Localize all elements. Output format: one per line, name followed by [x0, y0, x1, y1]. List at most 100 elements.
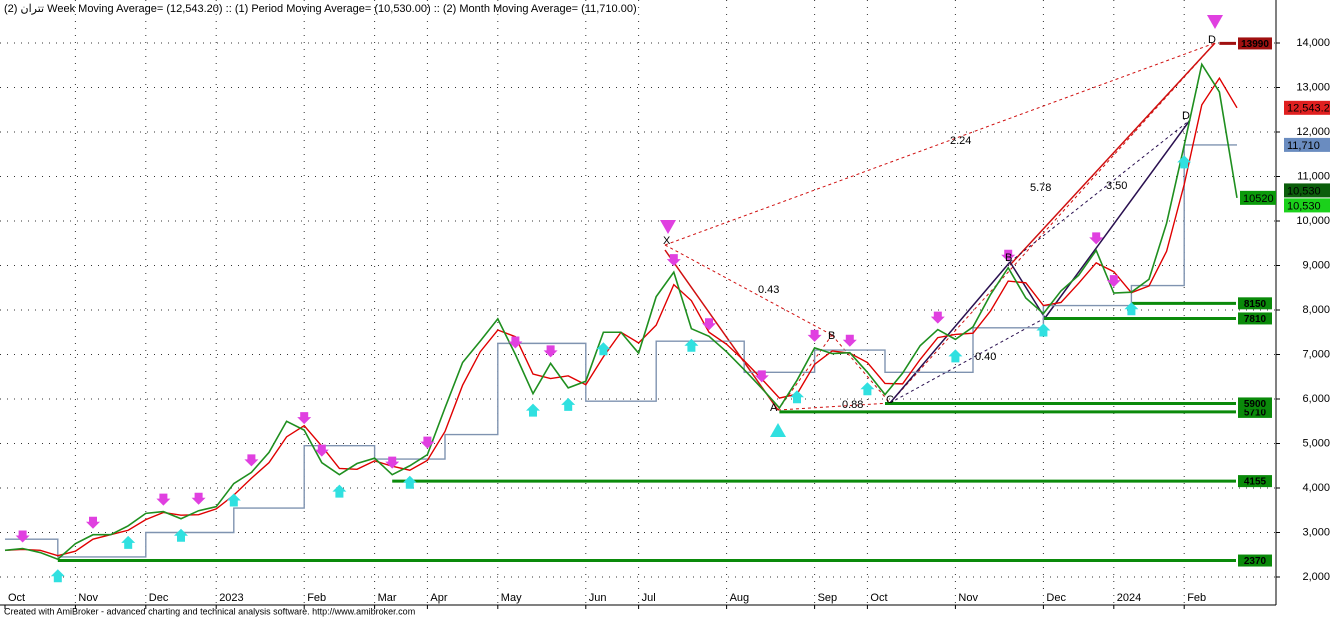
y-tick-label: 7,000: [1302, 348, 1330, 360]
sell-arrow: [508, 336, 523, 349]
price-label: 12,543.2: [1287, 103, 1330, 115]
buy-arrow: [174, 528, 188, 542]
sell-arrow: [191, 492, 206, 505]
sell-arrow: [1089, 232, 1104, 245]
header-part: (1) Period Moving Average= (10,530.00): [235, 3, 431, 15]
level-label-box: [1238, 554, 1272, 567]
buy-arrow: [121, 535, 136, 549]
annotation: D: [1208, 34, 1216, 46]
price-label-box: [1284, 198, 1330, 213]
price-label: 11,710: [1287, 140, 1320, 152]
sell-arrow: [156, 493, 171, 506]
sell-arrow: [86, 516, 100, 529]
level-label-box: [1238, 312, 1272, 325]
buy-arrow: [332, 484, 347, 498]
annotation: A: [770, 402, 778, 414]
header-part: تتران: [21, 3, 45, 15]
annotation: B: [1005, 252, 1012, 264]
price-label-box: [1284, 100, 1330, 115]
buy-arrow: [402, 475, 417, 489]
x-tick-label: Oct: [8, 592, 25, 604]
x-tick-label: 2023: [219, 592, 243, 604]
buy-arrow: [1036, 323, 1051, 337]
header-part: (2) Week Moving Average= (12,543.20): [4, 3, 223, 15]
buy-arrow: [526, 403, 540, 417]
price-label: 10520: [1243, 193, 1274, 205]
sell-arrow: [297, 412, 312, 425]
sell-arrow: [244, 454, 259, 467]
sell-arrow: [842, 334, 857, 347]
x-tick-label: Nov: [78, 592, 98, 604]
sell-arrow: [702, 318, 716, 331]
y-tick-label: 14,000: [1296, 37, 1330, 49]
sell-arrow: [420, 436, 435, 449]
sell-arrow: [543, 345, 558, 358]
x-tick-label: Jun: [589, 592, 607, 604]
sell-arrow: [754, 370, 769, 383]
month-average-line: [5, 144, 1237, 558]
y-tick-label: 5,000: [1302, 437, 1330, 449]
sell-arrow: [385, 456, 400, 469]
x-tick-label: Oct: [870, 592, 887, 604]
price-label-box: [1284, 137, 1330, 152]
x-tick-label: Aug: [730, 592, 750, 604]
buy-arrow: [561, 397, 576, 411]
header-part: (2) Month Moving Average= (11,710.00): [443, 3, 637, 15]
level-label-box: [1238, 37, 1272, 50]
annotation: X: [663, 235, 671, 247]
annotation: 2.24: [950, 135, 971, 147]
annotation: 5.78: [1030, 182, 1051, 194]
annotation: 0.40: [975, 351, 996, 363]
header: تتران (2) Week Moving Average= (12,543.2…: [4, 3, 637, 15]
y-tick-label: 10,000: [1296, 215, 1330, 227]
buy-arrow: [790, 390, 804, 404]
buy-arrow: [860, 382, 875, 396]
y-tick-label: 6,000: [1302, 393, 1330, 405]
level-label: 13990: [1241, 39, 1269, 50]
y-tick-label: 12,000: [1296, 126, 1330, 138]
week-average-line: [4, 76, 1238, 557]
annotation: 3.50: [1106, 180, 1127, 192]
annotation: C: [886, 394, 894, 406]
x-tick-label: Apr: [430, 592, 447, 604]
level-label-box: [1238, 297, 1272, 310]
y-tick-label: 13,000: [1296, 81, 1330, 93]
sell-arrow: [15, 530, 30, 543]
buy-arrow: [50, 569, 65, 583]
y-tick-label: 9,000: [1302, 259, 1330, 271]
level-label: 8150: [1244, 299, 1267, 310]
level-label-box: [1238, 397, 1272, 410]
y-tick-label: 4,000: [1302, 482, 1330, 494]
x-tick-label: Sep: [818, 592, 838, 604]
price-label-box: [1240, 190, 1276, 205]
x-tick-label: 2024: [1117, 592, 1141, 604]
sell-arrow: [666, 254, 681, 267]
y-tick-label: 3,000: [1302, 526, 1330, 538]
level-label: 5900: [1244, 399, 1267, 410]
price-line: [4, 62, 1238, 561]
pattern-lines: [660, 15, 1223, 437]
sell-arrow: [930, 311, 945, 324]
level-label: 2370: [1244, 556, 1267, 567]
price-label: 10,530: [1287, 200, 1321, 212]
level-label-box: [1238, 475, 1272, 488]
buy-arrow: [1177, 155, 1192, 169]
x-tick-label: Dec: [149, 592, 169, 604]
sell-arrow: [1001, 249, 1016, 262]
header-part: ::: [434, 3, 440, 15]
x-tick-label: Jul: [642, 592, 656, 604]
buy-arrow: [596, 342, 611, 356]
x-tick-label: Feb: [1187, 592, 1206, 604]
header-part: ::: [226, 3, 232, 15]
annotation: 0.43: [758, 284, 779, 296]
buy-arrow: [684, 338, 699, 352]
annotation: B: [828, 330, 835, 342]
x-tick-label: May: [501, 592, 522, 604]
buy-arrow: [226, 493, 241, 507]
footer: Created with AmiBroker - advanced charti…: [4, 606, 415, 616]
sell-arrow: [807, 329, 822, 342]
y-tick-label: 11,000: [1297, 170, 1330, 182]
sell-arrow: [1106, 275, 1121, 288]
price-label: 10,530: [1287, 185, 1321, 197]
